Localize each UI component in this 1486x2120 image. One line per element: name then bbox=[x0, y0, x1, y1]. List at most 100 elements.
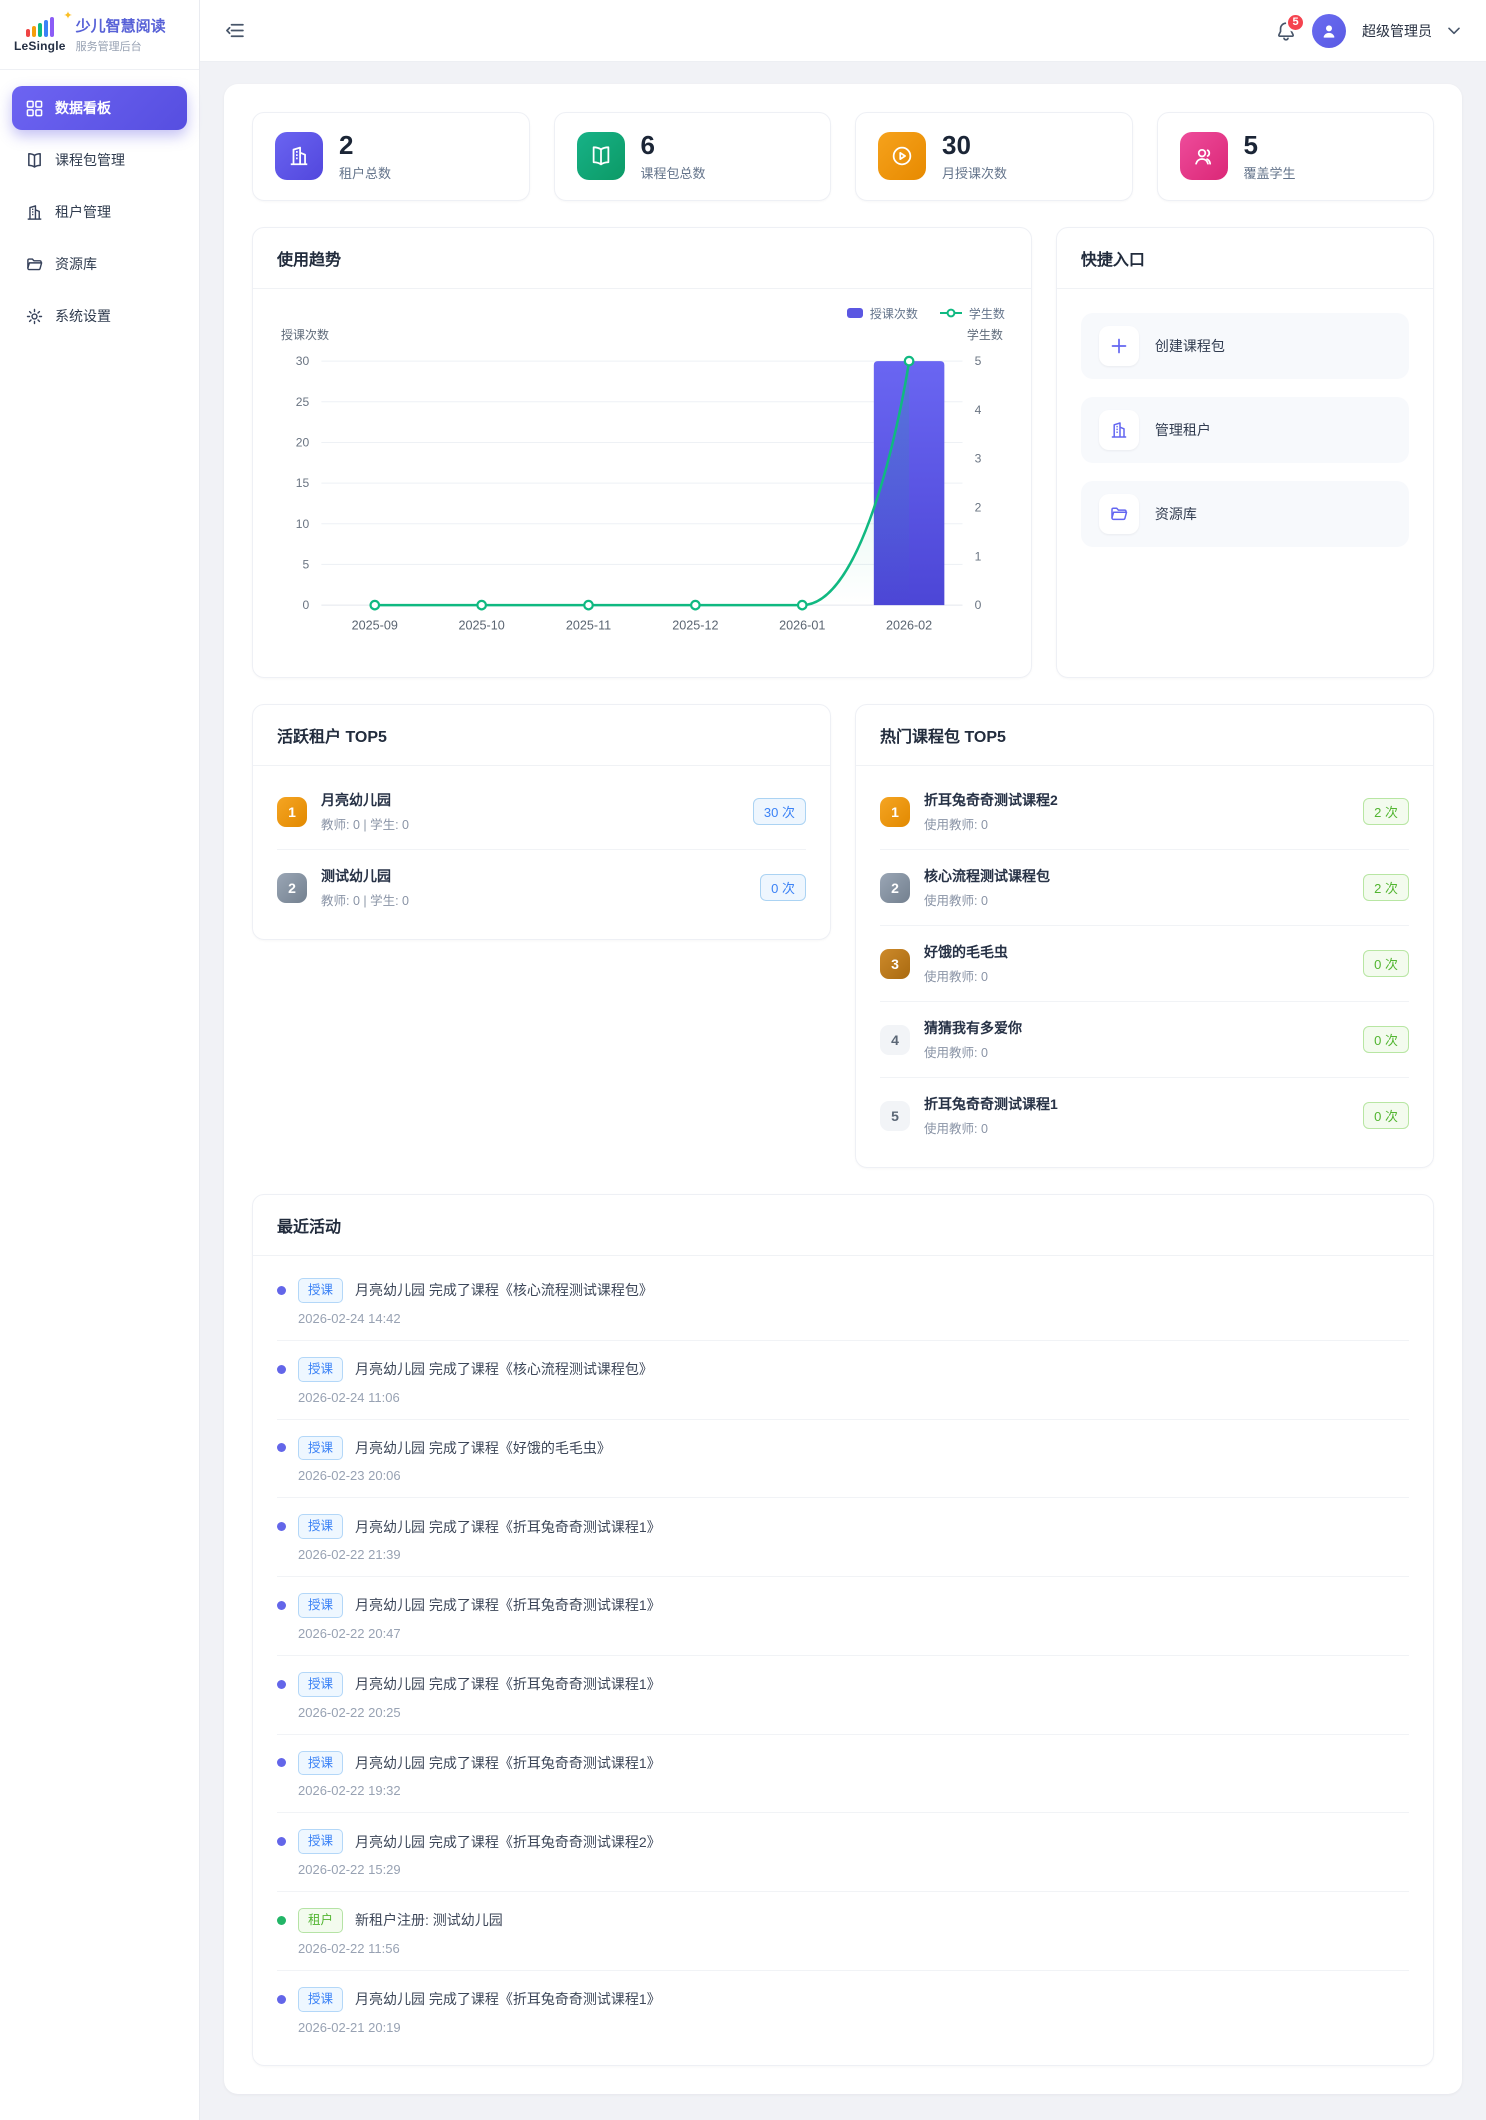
stat-value: 6 bbox=[640, 130, 655, 160]
package-rank-row: 2 核心流程测试课程包 使用教师: 0 2 次 bbox=[880, 850, 1409, 927]
notifications-button[interactable]: 5 bbox=[1276, 12, 1305, 41]
recent-activity-title: 最近活动 bbox=[253, 1195, 1433, 1257]
notification-badge: 5 bbox=[1286, 12, 1305, 32]
app-subtitle: 服务管理后台 bbox=[75, 41, 142, 53]
activity-time: 2026-02-22 20:25 bbox=[298, 1704, 401, 1720]
svg-text:2026-01: 2026-01 bbox=[779, 618, 825, 632]
activity-tag: 授课 bbox=[298, 1750, 344, 1776]
stat-value: 5 bbox=[1243, 130, 1258, 160]
activity-text: 月亮幼儿园 完成了课程《核心流程测试课程包》 bbox=[355, 1361, 653, 1378]
sidebar-item-label: 资源库 bbox=[55, 256, 97, 272]
quick-entry-resources[interactable]: 资源库 bbox=[1080, 480, 1409, 547]
users-icon bbox=[1179, 132, 1228, 181]
sidebar-item-course-packages[interactable]: 课程包管理 bbox=[12, 138, 187, 182]
building-icon bbox=[275, 132, 323, 181]
rank-badge: 4 bbox=[880, 1024, 910, 1055]
activity-dot-icon bbox=[277, 1364, 286, 1374]
package-name: 折耳兔奇奇测试课程2 bbox=[924, 792, 1058, 809]
spark-icon: ✦ bbox=[63, 9, 73, 22]
legend-item-students[interactable]: 学生数 bbox=[939, 305, 1005, 322]
usage-count-badge: 2 次 bbox=[1363, 798, 1409, 826]
activity-dot-icon bbox=[277, 1285, 286, 1295]
hot-packages-card: 热门课程包 TOP5 1 折耳兔奇奇测试课程2 使用教师: 0 2 次 bbox=[855, 704, 1434, 1169]
package-rank-row: 4 猜猜我有多爱你 使用教师: 0 0 次 bbox=[880, 1002, 1409, 1079]
activity-text: 月亮幼儿园 完成了课程《折耳兔奇奇测试课程1》 bbox=[355, 1676, 661, 1693]
activity-tag: 授课 bbox=[298, 1356, 344, 1382]
svg-text:2025-09: 2025-09 bbox=[352, 618, 398, 632]
usage-count-badge: 0 次 bbox=[1363, 950, 1409, 978]
svg-text:0: 0 bbox=[975, 598, 982, 612]
gear-icon bbox=[26, 308, 43, 324]
content-area: 2 租户总数 6 课程包总数 bbox=[200, 62, 1486, 2120]
stat-label: 覆盖学生 bbox=[1243, 165, 1296, 181]
package-meta: 使用教师: 0 bbox=[924, 818, 988, 833]
right-axis-title: 学生数 bbox=[966, 327, 1003, 342]
package-rank-row: 1 折耳兔奇奇测试课程2 使用教师: 0 2 次 bbox=[880, 774, 1409, 851]
activity-tag: 租户 bbox=[298, 1908, 344, 1933]
rank-badge: 1 bbox=[277, 796, 307, 827]
activity-item: 授课 月亮幼儿园 完成了课程《折耳兔奇奇测试课程1》 2026-02-22 21… bbox=[277, 1498, 1409, 1578]
activity-text: 新租户注册: 测试幼儿园 bbox=[355, 1912, 503, 1929]
chart-legend: 授课次数 学生数 bbox=[279, 305, 1005, 322]
package-name: 好饿的毛毛虫 bbox=[924, 944, 1008, 961]
svg-text:2: 2 bbox=[975, 500, 982, 514]
svg-text:1: 1 bbox=[975, 549, 982, 563]
activity-item: 授课 月亮幼儿园 完成了课程《折耳兔奇奇测试课程1》 2026-02-22 20… bbox=[277, 1577, 1409, 1656]
activity-text: 月亮幼儿园 完成了课程《核心流程测试课程包》 bbox=[355, 1282, 653, 1299]
activity-tag: 授课 bbox=[298, 1435, 344, 1461]
rank-badge: 5 bbox=[880, 1100, 910, 1131]
package-meta: 使用教师: 0 bbox=[924, 1122, 988, 1137]
open-book-icon bbox=[28, 152, 41, 168]
svg-text:0: 0 bbox=[303, 598, 310, 612]
menu-fold-icon bbox=[226, 23, 244, 38]
svg-text:25: 25 bbox=[296, 394, 310, 408]
package-meta: 使用教师: 0 bbox=[924, 894, 988, 909]
folder-icon bbox=[27, 257, 43, 270]
user-avatar[interactable] bbox=[1312, 13, 1346, 48]
quick-entry-manage-tenants[interactable]: 管理租户 bbox=[1080, 396, 1409, 463]
person-icon bbox=[1323, 24, 1335, 38]
sidebar-item-resources[interactable]: 资源库 bbox=[12, 242, 187, 286]
legend-line-swatch-icon bbox=[939, 308, 962, 318]
brand-logo: ✦ LeSingle 少儿智慧阅读 服务管理后台 bbox=[0, 0, 199, 70]
usage-count-badge: 0 次 bbox=[1363, 1102, 1409, 1130]
activity-item: 授课 月亮幼儿园 完成了课程《折耳兔奇奇测试课程1》 2026-02-22 19… bbox=[277, 1735, 1409, 1814]
sidebar-item-dashboard[interactable]: 数据看板 bbox=[12, 86, 187, 130]
quick-entry-title: 快捷入口 bbox=[1056, 228, 1433, 289]
activity-item: 授课 月亮幼儿园 完成了课程《折耳兔奇奇测试课程1》 2026-02-22 20… bbox=[277, 1656, 1409, 1735]
activity-item: 授课 月亮幼儿园 完成了课程《折耳兔奇奇测试课程2》 2026-02-22 15… bbox=[277, 1813, 1409, 1893]
sidebar-item-tenants[interactable]: 租户管理 bbox=[12, 190, 187, 234]
usage-trend-chart: 0 5 10 15 20 25 30 0 1 2 3 4 5 2025-09 2025-10 2025-11 2… bbox=[296, 354, 982, 632]
sidebar-item-label: 系统设置 bbox=[55, 308, 111, 324]
rank-badge: 1 bbox=[880, 796, 910, 827]
activity-dot-icon bbox=[277, 1758, 286, 1768]
svg-text:3: 3 bbox=[975, 451, 982, 465]
svg-text:4: 4 bbox=[975, 403, 982, 417]
active-tenants-card: 活跃租户 TOP5 1 月亮幼儿园 教师: 0 | 学生: 0 30 次 bbox=[252, 704, 831, 941]
package-meta: 使用教师: 0 bbox=[924, 970, 988, 985]
package-name: 猜猜我有多爱你 bbox=[924, 1020, 1022, 1037]
usage-trend-card: 使用趋势 授课次数 学生数 bbox=[252, 226, 1032, 679]
legend-item-lessons[interactable]: 授课次数 bbox=[846, 305, 918, 322]
brand-logo-icon: ✦ LeSingle bbox=[14, 10, 73, 53]
sidebar-item-settings[interactable]: 系统设置 bbox=[12, 294, 187, 338]
plus-icon bbox=[1098, 325, 1139, 366]
svg-text:5: 5 bbox=[303, 557, 310, 571]
play-circle-icon bbox=[878, 132, 926, 181]
usage-trend-title: 使用趋势 bbox=[253, 228, 1031, 289]
activity-item: 授课 月亮幼儿园 完成了课程《核心流程测试课程包》 2026-02-24 11:… bbox=[277, 1341, 1409, 1420]
sidebar: ✦ LeSingle 少儿智慧阅读 服务管理后台 数据看板 课程包管理 租户管理 bbox=[0, 0, 200, 2120]
chevron-down-icon[interactable] bbox=[1448, 27, 1460, 35]
activity-time: 2026-02-21 20:19 bbox=[298, 2019, 401, 2035]
activity-time: 2026-02-22 11:56 bbox=[298, 1940, 400, 1956]
activity-dot-icon bbox=[277, 1837, 286, 1847]
user-name[interactable]: 超级管理员 bbox=[1362, 22, 1432, 39]
activity-text: 月亮幼儿园 完成了课程《折耳兔奇奇测试课程2》 bbox=[355, 1833, 661, 1850]
dashboard-container: 2 租户总数 6 课程包总数 bbox=[224, 84, 1462, 2094]
collapse-sidebar-button[interactable] bbox=[226, 22, 244, 39]
stat-card-course-packages: 6 课程包总数 bbox=[553, 112, 831, 201]
dashboard-icon bbox=[26, 100, 43, 116]
activity-item: 租户 新租户注册: 测试幼儿园 2026-02-22 11:56 bbox=[277, 1892, 1409, 1971]
quick-entry-create-package[interactable]: 创建课程包 bbox=[1080, 312, 1409, 379]
